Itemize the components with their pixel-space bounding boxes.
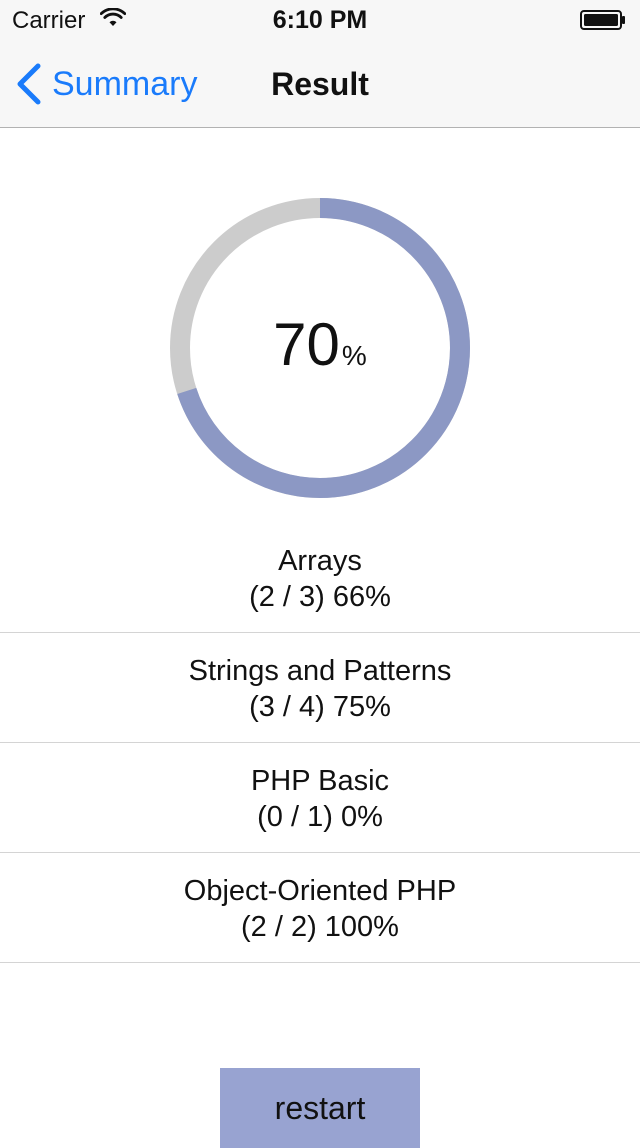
topic-name: Arrays — [278, 545, 362, 577]
score-ring-progress — [170, 198, 470, 498]
list-item: Strings and Patterns (3 / 4) 75% — [0, 633, 640, 743]
topic-name: PHP Basic — [250, 765, 390, 797]
score-unit: % — [341, 340, 367, 371]
chevron-left-icon — [17, 63, 41, 105]
list-item: Arrays (2 / 3) 66% — [0, 524, 640, 633]
wifi-icon — [100, 8, 126, 26]
list-item: Object-Oriented PHP (2 / 2) 100% — [0, 853, 640, 963]
score-value: 70 — [273, 311, 340, 378]
battery-icon — [580, 10, 625, 30]
topic-score: (2 / 3) 66% — [249, 581, 391, 613]
topic-results-list: Arrays (2 / 3) 66% Strings and Patterns … — [0, 524, 640, 963]
restart-button[interactable]: restart — [220, 1068, 420, 1148]
topic-name: Strings and Patterns — [188, 655, 452, 687]
back-button-label: Summary — [52, 64, 198, 103]
navigation-bar: Summary Result — [0, 40, 640, 128]
topic-name: Object-Oriented PHP — [183, 875, 457, 907]
status-bar: Carrier 6:10 PM — [0, 0, 640, 40]
back-button[interactable]: Summary — [14, 60, 197, 108]
topic-score: (2 / 2) 100% — [241, 911, 399, 943]
score-display: 70% — [160, 300, 480, 406]
topic-score: (0 / 1) 0% — [257, 801, 383, 833]
page-title: Result — [271, 66, 369, 102]
score-ring — [170, 198, 470, 498]
status-time: 6:10 PM — [272, 6, 368, 34]
topic-score: (3 / 4) 75% — [249, 691, 391, 723]
carrier-label: Carrier — [12, 7, 86, 34]
list-item: PHP Basic (0 / 1) 0% — [0, 743, 640, 853]
